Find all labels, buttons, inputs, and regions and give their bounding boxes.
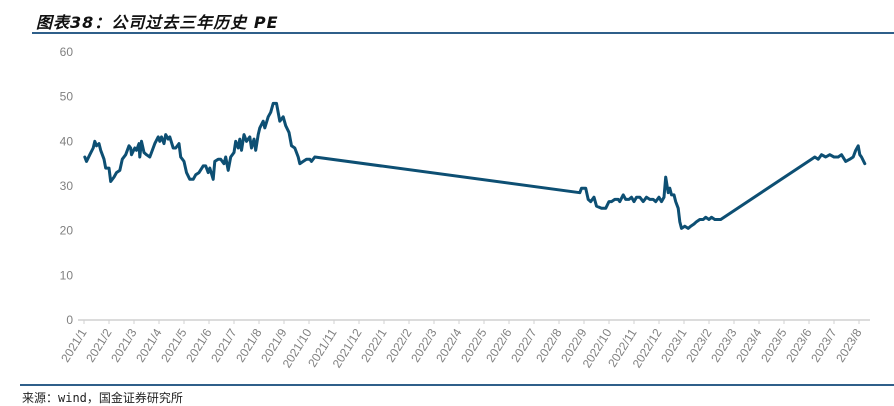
y-tick-label: 30: [60, 179, 74, 193]
source-note: 来源：wind，国金证券研究所: [22, 391, 183, 405]
y-tick-label: 60: [60, 45, 74, 59]
y-tick-label: 10: [60, 268, 74, 282]
figure-title: 图表38：公司过去三年历史 PE: [36, 13, 279, 32]
x-tick-label: 2023/8: [833, 326, 864, 365]
y-tick-label: 0: [66, 313, 73, 327]
title-divider: [32, 32, 894, 34]
pe-series-line: [83, 101, 867, 230]
footer-divider: [20, 384, 894, 386]
y-tick-label: 20: [60, 224, 74, 238]
y-tick-label: 50: [60, 90, 74, 104]
y-tick-label: 40: [60, 134, 74, 148]
